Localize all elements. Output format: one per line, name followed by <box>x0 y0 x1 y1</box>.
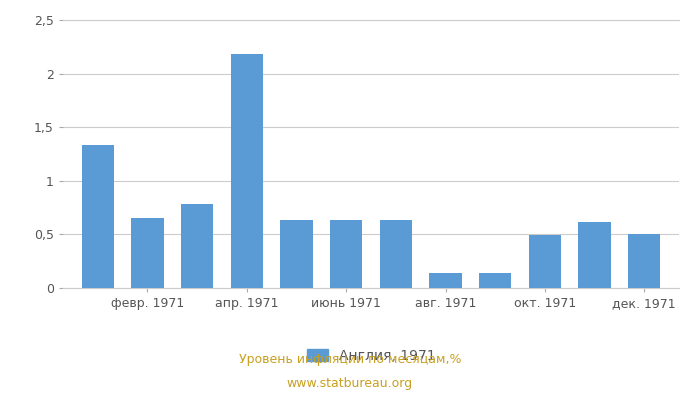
Bar <box>132 218 164 288</box>
Legend: Англия, 1971: Англия, 1971 <box>301 343 441 368</box>
Bar <box>628 234 660 288</box>
Bar <box>231 54 263 288</box>
Bar <box>528 236 561 288</box>
Bar <box>280 220 313 288</box>
Bar <box>82 146 114 288</box>
Bar <box>479 273 511 288</box>
Bar <box>578 222 610 288</box>
Text: Уровень инфляции по месяцам,%: Уровень инфляции по месяцам,% <box>239 354 461 366</box>
Bar <box>429 273 462 288</box>
Bar <box>330 220 363 288</box>
Bar <box>379 220 412 288</box>
Text: www.statbureau.org: www.statbureau.org <box>287 378 413 390</box>
Bar <box>181 204 214 288</box>
